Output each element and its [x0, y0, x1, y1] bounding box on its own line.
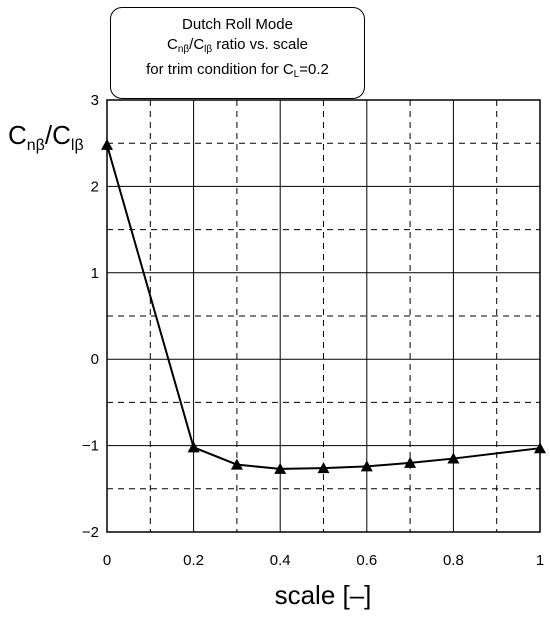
title-line-3: for trim condition for CL=0.2 — [111, 60, 364, 85]
x-tick-label: 0 — [103, 552, 111, 569]
title-subscript-l: L — [293, 69, 300, 80]
title-c-symbol-2: C — [193, 36, 205, 53]
x-axis-ticks: 0 0.2 0.4 0.6 0.8 1 — [103, 552, 544, 569]
chart-title-box: Dutch Roll Mode Cnβ/Clβ ratio vs. scale … — [110, 7, 365, 99]
x-tick-label: 0.4 — [270, 552, 291, 569]
title-subscript-n-beta: nβ — [177, 44, 190, 55]
y-tick-label: 1 — [91, 265, 99, 282]
series-markers — [101, 138, 546, 474]
data-point-marker — [534, 442, 546, 454]
data-point-marker — [317, 462, 330, 474]
y-axis-label: Cnβ/Clβ — [8, 120, 84, 154]
title-trim-text: for trim condition for C — [146, 61, 294, 78]
title-slash: / — [189, 36, 194, 53]
y-tick-label: −2 — [82, 524, 99, 541]
title-line-1: Dutch Roll Mode — [182, 16, 293, 33]
y-tick-label: 2 — [91, 178, 99, 195]
grid-dashed — [107, 100, 540, 532]
data-point-marker — [187, 441, 200, 453]
title-cl-value: =0.2 — [299, 61, 329, 78]
x-axis-label: scale [–] — [275, 580, 372, 610]
title-line-2: Cnβ/Clβ ratio vs. scale — [111, 35, 364, 60]
x-tick-label: 0.2 — [183, 552, 204, 569]
data-point-marker — [360, 460, 373, 472]
data-point-marker — [404, 456, 417, 468]
data-point-marker — [230, 458, 243, 470]
x-tick-label: 1 — [536, 552, 544, 569]
x-tick-label: 0.8 — [443, 552, 464, 569]
y-tick-label: 0 — [91, 351, 99, 368]
data-point-marker — [274, 462, 287, 474]
x-tick-label: 0.6 — [356, 552, 377, 569]
y-tick-label: 3 — [91, 92, 99, 109]
data-point-marker — [447, 452, 460, 464]
y-axis-ticks: −2 −1 0 1 2 3 — [82, 92, 99, 541]
y-tick-label: −1 — [82, 438, 99, 455]
title-ratio-text: ratio vs. scale — [212, 36, 309, 53]
title-subscript-l-beta: lβ — [204, 44, 213, 55]
data-point-marker — [101, 138, 113, 150]
plot-frame — [106, 99, 541, 533]
title-c-symbol: C — [166, 36, 178, 53]
